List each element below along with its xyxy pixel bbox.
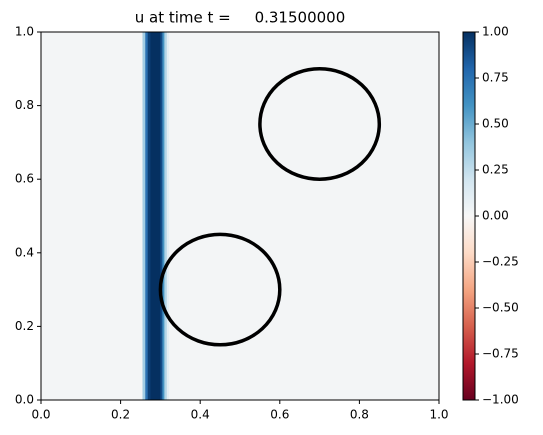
colorbar-tick-label: 0.75 [482, 71, 509, 85]
heat-strip [41, 32, 143, 400]
obstacle-circle [258, 67, 382, 181]
heat-strip [160, 32, 163, 400]
y-tick-label: 0.6 [15, 172, 34, 186]
plot-area [41, 32, 439, 400]
x-tick-label: 0.2 [111, 408, 130, 422]
colorbar-tick-label: −0.50 [482, 301, 519, 315]
heat-strip [150, 32, 161, 400]
axes-frame [40, 31, 440, 401]
x-tick-label: 0.4 [191, 408, 210, 422]
colorbar-tick-label: −0.25 [482, 255, 519, 269]
heat-strip [169, 32, 439, 400]
heat-strip [145, 32, 148, 400]
heat-strip [147, 32, 151, 400]
y-tick-label: 0.0 [15, 393, 34, 407]
heat-strip [162, 32, 165, 400]
x-tick-label: 1.0 [429, 408, 448, 422]
chart-title: u at time t = 0.31500000 [135, 9, 346, 27]
colorbar-tick-label: 0.00 [482, 209, 509, 223]
colorbar-tick-label: 0.25 [482, 163, 509, 177]
y-tick-label: 0.8 [15, 98, 34, 112]
x-tick-label: 0.0 [31, 408, 50, 422]
y-tick-label: 0.2 [15, 319, 34, 333]
y-tick-label: 0.4 [15, 245, 34, 259]
obstacle-circle [158, 232, 282, 347]
x-tick-label: 0.8 [350, 408, 369, 422]
y-tick-label: 1.0 [15, 25, 34, 39]
colorbar [462, 31, 476, 401]
colorbar-tick-label: −1.00 [482, 393, 519, 407]
heat-strip [166, 32, 170, 400]
heat-strip [142, 32, 146, 400]
heat-strip [164, 32, 168, 400]
colorbar-tick-label: −0.75 [482, 347, 519, 361]
colorbar-tick-label: 0.50 [482, 117, 509, 131]
colorbar-tick-label: 1.00 [482, 25, 509, 39]
x-tick-label: 0.6 [270, 408, 289, 422]
